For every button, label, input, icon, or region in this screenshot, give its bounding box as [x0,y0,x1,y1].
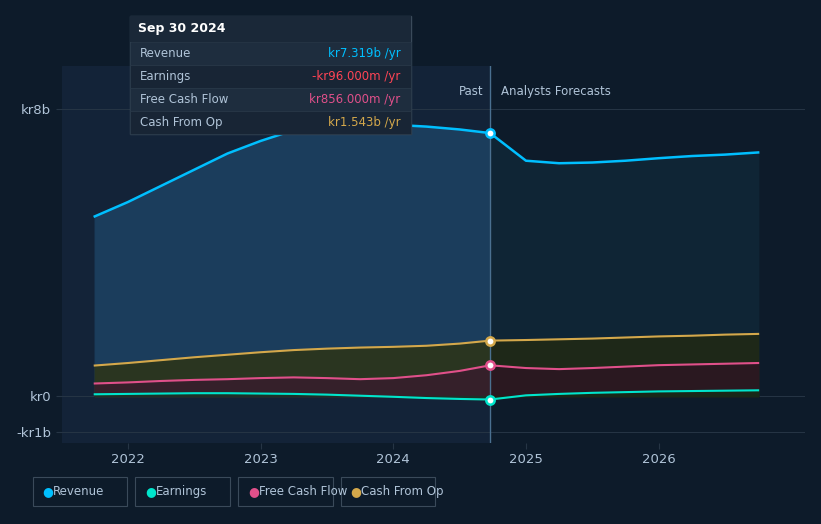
Text: ●: ● [145,485,156,498]
Text: -kr96.000m /yr: -kr96.000m /yr [312,70,401,83]
Text: Sep 30 2024: Sep 30 2024 [138,22,226,35]
Text: Free Cash Flow: Free Cash Flow [259,485,347,498]
Text: Revenue: Revenue [140,47,191,60]
Text: Cash From Op: Cash From Op [140,116,222,128]
Text: Free Cash Flow: Free Cash Flow [140,93,228,106]
Bar [62,66,490,443]
Text: Analysts Forecasts: Analysts Forecasts [501,85,611,99]
Text: ●: ● [43,485,53,498]
Text: ●: ● [351,485,361,498]
Text: ●: ● [248,485,259,498]
Text: kr1.543b /yr: kr1.543b /yr [328,116,401,128]
Text: Earnings: Earnings [156,485,208,498]
Text: Earnings: Earnings [140,70,191,83]
Text: kr7.319b /yr: kr7.319b /yr [328,47,401,60]
Text: Cash From Op: Cash From Op [361,485,443,498]
Text: kr856.000m /yr: kr856.000m /yr [310,93,401,106]
Text: Revenue: Revenue [53,485,105,498]
Text: Past: Past [459,85,484,99]
Bar [490,66,805,443]
